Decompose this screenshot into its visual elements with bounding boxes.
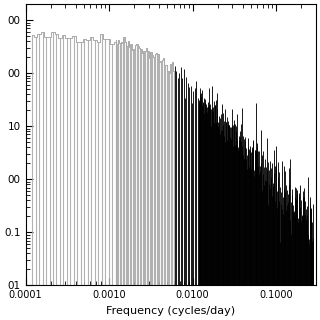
- X-axis label: Frequency (cycles/day): Frequency (cycles/day): [106, 306, 235, 316]
